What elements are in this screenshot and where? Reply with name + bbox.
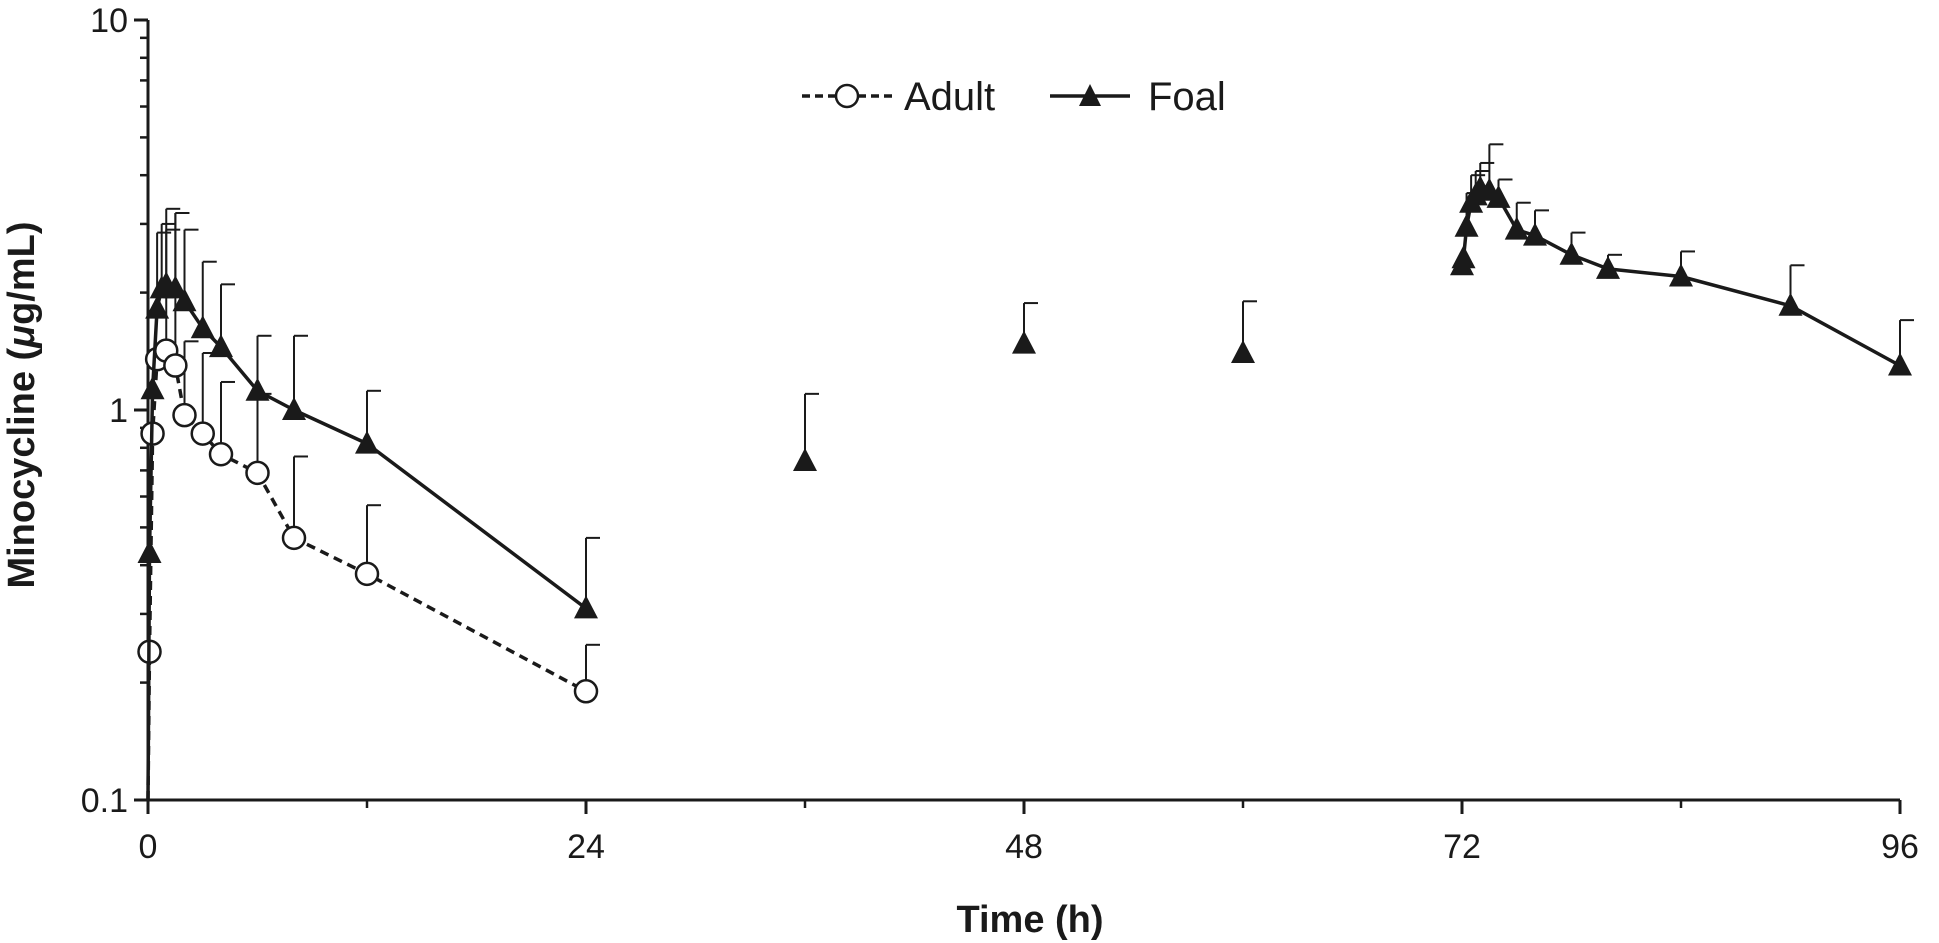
foal-point	[1504, 216, 1529, 240]
foal-point	[1523, 222, 1547, 246]
foal-point	[137, 539, 162, 563]
foal-point	[282, 397, 306, 420]
x-tick-label: 72	[1443, 828, 1481, 866]
foal-point	[1451, 245, 1476, 269]
foal-point	[140, 376, 165, 400]
x-tick-label: 0	[139, 828, 158, 866]
foal-point	[1669, 263, 1693, 287]
foal-point	[245, 377, 270, 401]
adult-point	[163, 353, 188, 378]
adult-series	[137, 211, 600, 801]
foal-point	[145, 295, 170, 319]
adult-point	[208, 442, 234, 467]
y-axis-title-part-2: g/mL)	[1, 221, 43, 324]
adult-point	[281, 525, 307, 551]
y-axis-title-mu: μ	[1, 325, 43, 349]
legend-foal-label: Foal	[1148, 75, 1226, 119]
foal-point	[1486, 184, 1511, 208]
foal-point	[209, 334, 233, 358]
foal-point	[355, 430, 379, 454]
x-tick-label: 24	[567, 828, 605, 866]
axes: 0.1 1 10 0 24 48 72 96	[81, 2, 1919, 866]
adult-point	[172, 402, 197, 428]
y-tick-label: 10	[90, 2, 128, 40]
svg-text:Minocycline (μg/mL): Minocycline (μg/mL)	[1, 221, 43, 588]
legend-adult-marker	[834, 83, 860, 109]
adult-point	[354, 561, 380, 587]
y-axis-title-part-1: Minocycline (	[1, 347, 43, 588]
foal-point	[190, 315, 215, 339]
legend: Adult Foal	[802, 75, 1226, 119]
foal-point	[172, 288, 197, 312]
foal-point	[1231, 340, 1255, 364]
foal-point	[1888, 352, 1912, 376]
x-axis-title: Time (h)	[956, 899, 1103, 941]
adult-point	[190, 421, 215, 446]
foal-series	[137, 143, 1914, 801]
adult-point	[573, 679, 599, 704]
adult-point	[245, 460, 270, 486]
legend-adult-label: Adult	[904, 75, 995, 119]
foal-point	[574, 595, 598, 619]
foal-point	[1559, 241, 1584, 265]
foal-point	[1454, 213, 1479, 237]
y-axis-title: Minocycline (μg/mL)	[1, 221, 43, 588]
foal-point	[1596, 255, 1620, 279]
foal-point	[793, 447, 817, 471]
y-tick-label: 1	[109, 392, 128, 430]
x-tick-label: 96	[1881, 828, 1919, 866]
foal-point	[1012, 330, 1036, 354]
legend-foal-marker	[1079, 84, 1101, 106]
foal-point	[163, 275, 188, 299]
series-layer	[137, 143, 1914, 801]
foal-point	[1778, 292, 1803, 316]
y-tick-label: 0.1	[81, 782, 128, 820]
x-tick-label: 48	[1005, 828, 1043, 866]
